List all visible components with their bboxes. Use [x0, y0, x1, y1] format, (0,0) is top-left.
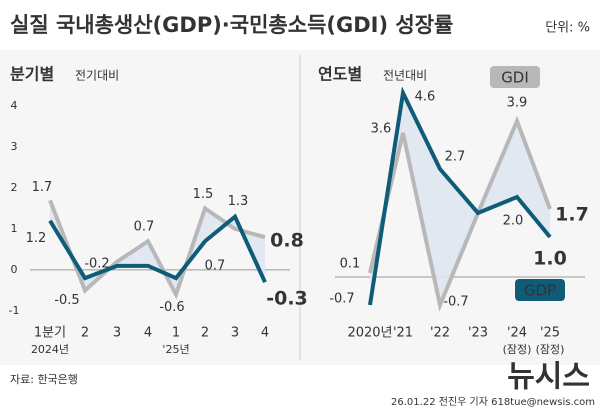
chart-subtitle: 전년대비 [383, 69, 427, 83]
chart-title: 연도별 [318, 65, 362, 84]
series-line [368, 115, 552, 312]
unit: 단위: % [545, 21, 590, 36]
legend-swatch [490, 66, 540, 88]
x-tick-label: 4 [261, 326, 269, 341]
data-label: -0.5 [54, 293, 79, 308]
data-label: 1.3 [228, 194, 249, 209]
chart-title: 분기별 [10, 65, 54, 84]
series-line [368, 86, 552, 306]
y-tick-label: -1 [9, 304, 20, 317]
legend-swatch [515, 279, 565, 301]
chart-subtitle: 전기대비 [75, 69, 119, 83]
series-line [48, 213, 267, 284]
data-label: 0.7 [134, 220, 155, 235]
data-label: 1.5 [193, 187, 214, 202]
data-label: 1.0 [533, 248, 567, 270]
y-tick-label: 0 [11, 263, 18, 276]
x-tick-sublabel: '25년 [162, 343, 189, 356]
series-line [48, 199, 266, 300]
data-label: 2.0 [503, 214, 524, 229]
x-tick-label: 3 [113, 326, 121, 341]
x-tick-label: 3 [231, 326, 239, 341]
y-tick-label: 4 [11, 99, 18, 112]
data-label: 4.6 [415, 90, 436, 105]
x-tick-label: 1 [172, 326, 180, 341]
watermark: 뉴시스 [507, 360, 590, 395]
x-tick-sublabel: 2024년 [31, 343, 69, 356]
x-tick-sublabel: (잠정) [503, 343, 532, 356]
y-tick-label: 1 [11, 222, 18, 235]
x-tick-label: '22 [430, 326, 450, 341]
x-tick-label: '25 [540, 326, 560, 341]
data-label: 1.7 [32, 180, 53, 195]
data-label: 0.7 [205, 259, 226, 274]
x-tick-label: '23 [468, 326, 488, 341]
legend-label: GDP [524, 282, 556, 300]
source: 자료: 한국은행 [10, 373, 78, 386]
data-label: -0.7 [329, 292, 354, 307]
data-label: 1.7 [555, 204, 589, 226]
x-tick-label: 4 [144, 326, 152, 341]
y-tick-label: 2 [11, 181, 18, 194]
data-label: 3.9 [507, 96, 528, 111]
x-tick-label: 2 [81, 326, 89, 341]
data-label: 3.6 [371, 122, 392, 137]
data-label: -0.2 [84, 257, 109, 272]
data-label: 1.2 [26, 231, 47, 246]
credit: 26.01.22 전진우 기자 618tue@newsis.com [391, 396, 595, 408]
data-label: -0.6 [159, 300, 184, 315]
data-label: -0.3 [266, 288, 308, 310]
x-tick-sublabel: (잠정) [536, 343, 565, 356]
y-tick-label: 3 [11, 140, 18, 153]
x-tick-label: 2020년 [347, 326, 392, 341]
x-tick-label: '24 [507, 326, 527, 341]
data-label: -0.7 [443, 295, 468, 310]
title: 실질 국내총생산(GDP)·국민총소득(GDI) 성장률 [10, 13, 453, 37]
x-tick-label: '21 [393, 326, 413, 341]
legend-label: GDI [501, 69, 529, 87]
x-tick-label: 2 [201, 326, 209, 341]
data-label: 0.1 [340, 257, 361, 272]
data-label: 2.7 [445, 150, 466, 165]
shade-area [370, 93, 550, 305]
data-label: 0.8 [270, 230, 304, 252]
x-tick-label: 1분기 [34, 326, 66, 341]
